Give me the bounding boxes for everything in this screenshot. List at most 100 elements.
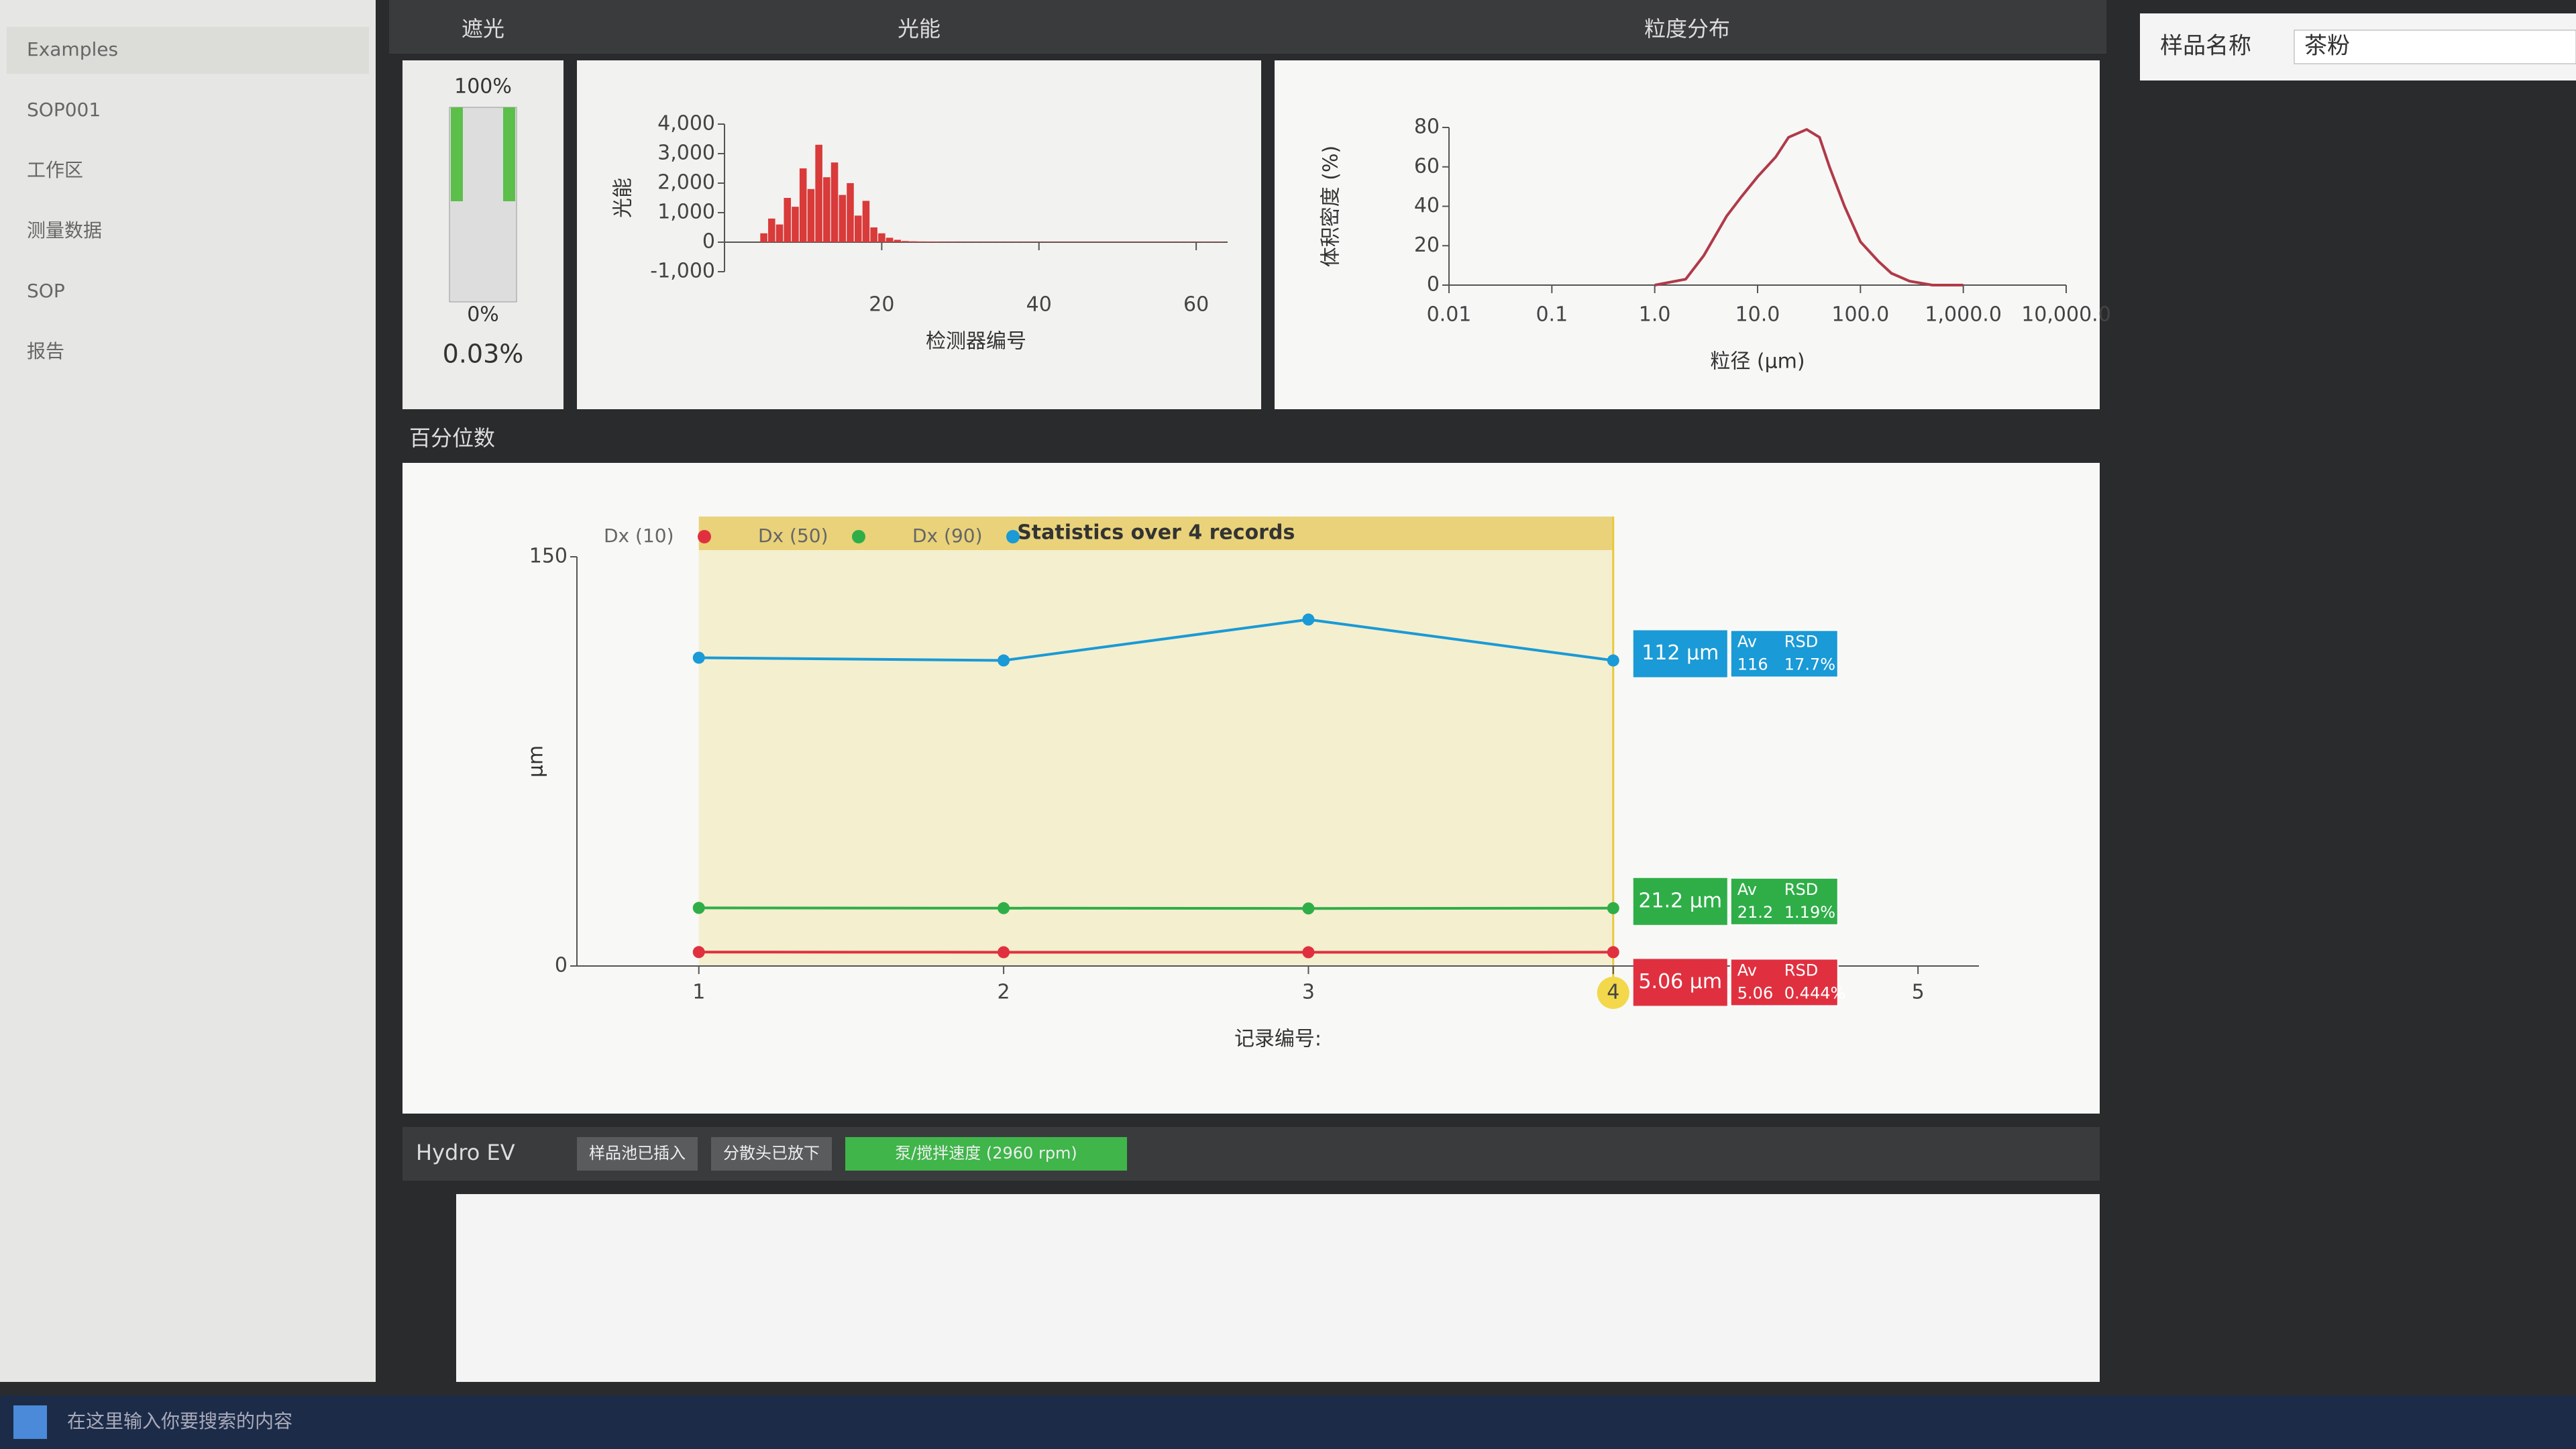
series-line — [1654, 127, 1964, 286]
stats-box — [1729, 629, 1839, 678]
rsd-value: 0.444% — [1784, 983, 1846, 1002]
legend-swatch — [852, 530, 865, 543]
rsd-label: RSD — [1784, 633, 1818, 651]
sidebar-item[interactable] — [7, 148, 369, 195]
start-button[interactable] — [13, 1405, 47, 1439]
bar — [917, 241, 925, 242]
bar — [775, 224, 784, 242]
search-box[interactable]: 在这里输入你要搜索的内容 — [67, 1410, 292, 1432]
status-tab-label: 泵/搅拌速度 (2960 rpm) — [895, 1144, 1077, 1163]
av-value: 116 — [1737, 655, 1768, 674]
y-tick-label: 60 — [1414, 154, 1440, 178]
bar — [830, 162, 839, 242]
y-tick-label: 3,000 — [657, 142, 715, 165]
x-tick-label: 10,000.0 — [2021, 303, 2111, 327]
av-label: Av — [1737, 961, 1757, 979]
x-tick-label: 4 — [1607, 981, 1619, 1004]
x-tick-label: 60 — [1183, 293, 1209, 317]
sample-input[interactable] — [2294, 30, 2576, 64]
y-tick-label: 2,000 — [657, 171, 715, 195]
stats-box — [1729, 877, 1839, 926]
x-tick-label: 10.0 — [1735, 303, 1780, 327]
sidebar — [0, 0, 376, 1382]
bar — [854, 215, 862, 242]
lower-area — [456, 1194, 2100, 1382]
rsd-label: RSD — [1784, 880, 1818, 899]
status-tab[interactable] — [845, 1137, 1127, 1171]
bar — [925, 241, 932, 242]
bar — [792, 207, 799, 242]
x-tick-label: 100.0 — [1831, 303, 1889, 327]
status-tab[interactable] — [711, 1137, 832, 1171]
y-tick-label: 20 — [1414, 233, 1440, 257]
sidebar-item[interactable] — [7, 268, 369, 315]
gauge-top: 100% — [454, 75, 512, 99]
y-tick-label: -1,000 — [650, 260, 715, 283]
stats-box — [1729, 958, 1839, 1007]
x-tick-label: 5 — [1912, 981, 1925, 1004]
current-value: 5.06 μm — [1638, 970, 1722, 994]
bar — [760, 233, 767, 242]
sidebar-label: SOP001 — [27, 99, 101, 121]
y-tick-label: 80 — [1414, 115, 1440, 139]
distribution-panel — [1275, 60, 2100, 409]
bar — [941, 241, 949, 242]
top-header — [389, 0, 2106, 54]
obscuration-value: 0.03% — [443, 339, 524, 369]
panel-title: 粒度分布 — [1644, 16, 1730, 42]
sidebar-label: 工作区 — [27, 159, 83, 181]
legend-swatch — [1006, 530, 1020, 543]
bar — [839, 195, 847, 242]
data-point — [1302, 946, 1315, 959]
x-axis-title: 粒径 (μm) — [1710, 350, 1805, 374]
data-point — [1607, 654, 1619, 667]
rsd-value: 1.19% — [1784, 903, 1835, 922]
sidebar-item[interactable] — [7, 27, 369, 74]
data-point — [692, 651, 705, 664]
sidebar-label: 测量数据 — [27, 219, 102, 241]
legend-label[interactable]: Dx (10) — [604, 525, 674, 547]
sidebar-item[interactable] — [7, 329, 369, 376]
bar — [768, 218, 775, 242]
bar — [799, 168, 807, 242]
sidebar-item[interactable] — [7, 87, 369, 134]
av-value: 5.06 — [1737, 983, 1773, 1002]
x-axis-title: 记录编号: — [1234, 1028, 1322, 1051]
data-point — [1302, 613, 1315, 626]
panel-title: 遮光 — [462, 16, 504, 42]
y-axis-title: 光能 — [612, 178, 635, 218]
legend-label[interactable]: Dx (50) — [758, 525, 828, 547]
sidebar-label: Examples — [27, 38, 118, 60]
bar — [949, 241, 957, 242]
av-label: Av — [1737, 633, 1757, 651]
x-tick-label: 1,000.0 — [1925, 303, 2002, 327]
bar — [807, 189, 815, 242]
legend-label[interactable]: Dx (90) — [912, 525, 983, 547]
rsd-value: 17.7% — [1784, 655, 1835, 674]
statistics-banner — [698, 517, 1613, 550]
bar — [847, 183, 854, 242]
current-value: 112 μm — [1642, 641, 1719, 665]
status-tab[interactable] — [577, 1137, 698, 1171]
taskbar — [0, 1395, 2576, 1449]
gauge-bottom: 0% — [467, 303, 499, 327]
light-energy-panel — [577, 60, 1261, 409]
y-axis-title: 体积密度 (%) — [1320, 146, 1343, 267]
sample-value: 茶粉 — [2304, 33, 2350, 60]
data-point — [998, 902, 1010, 914]
selected-record[interactable] — [1597, 977, 1629, 1009]
bar — [862, 201, 870, 242]
bar — [815, 144, 822, 242]
series-line — [698, 618, 1614, 662]
bar — [878, 233, 885, 242]
sidebar-item[interactable] — [7, 208, 369, 255]
y-tick-label: 1,000 — [657, 201, 715, 224]
av-value: 21.2 — [1737, 903, 1773, 922]
bar — [823, 177, 830, 242]
instrument: Hydro EV — [416, 1140, 515, 1165]
sidebar-label: SOP — [27, 280, 65, 302]
panel-title: 光能 — [898, 16, 941, 42]
status-tab-label: 分散头已放下 — [723, 1144, 820, 1163]
